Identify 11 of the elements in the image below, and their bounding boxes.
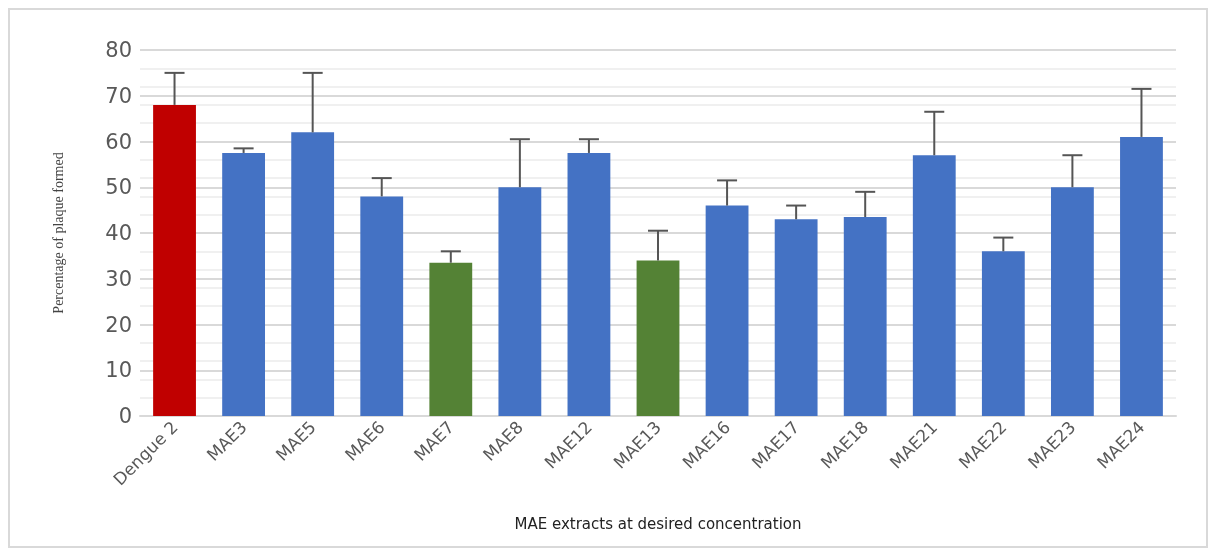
y-axis-title: Percentage of plaque formed <box>50 152 66 314</box>
y-tick-label: 10 <box>105 358 132 383</box>
y-tick-label: 40 <box>105 221 132 245</box>
y-tick-label: 80 <box>105 38 132 62</box>
y-tick-label: 70 <box>105 83 132 108</box>
y-tick-label: 30 <box>105 266 132 291</box>
y-tick-label: 20 <box>105 312 132 337</box>
y-tick-label: 50 <box>105 175 132 200</box>
x-axis-title: MAE extracts at desired concentration <box>514 514 802 533</box>
y-tick-label: 0 <box>118 404 132 428</box>
y-tick-label: 60 <box>105 129 132 154</box>
